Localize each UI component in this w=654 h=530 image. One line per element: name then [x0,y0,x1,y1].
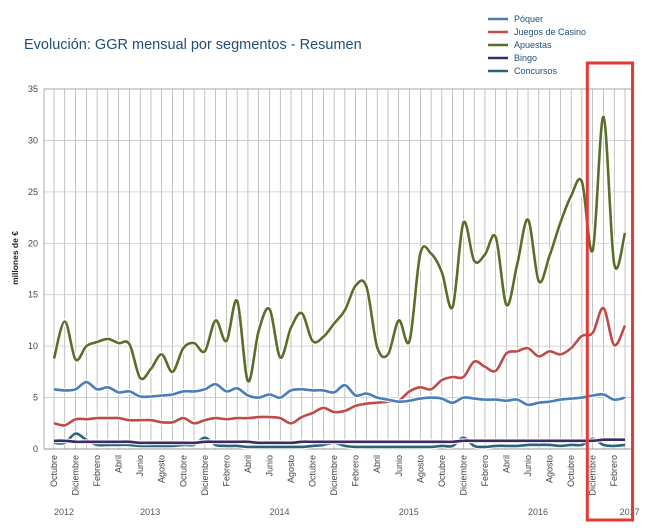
x-tick-label: Agosto [157,455,167,483]
highlight-box [585,61,635,522]
year-labels: 2012 2013 2014 2015 2016 2017 [54,507,640,517]
series-line-juegos-de-casino [53,306,627,427]
x-tick-label: Octubre [178,455,188,487]
x-tick-label: Agosto [415,455,425,483]
y-axis-label: millones de € [10,231,20,285]
series-halo [53,305,628,428]
x-tick-label: Abril [372,455,382,473]
legend: Póquer Juegos de Casino Apuestas Bingo Concu… [488,14,586,76]
x-tick-label: Abril [114,455,124,473]
x-tick-label: Diciembre [588,455,598,496]
x-tick-label: Junio [394,455,404,477]
legend-item-label: Póquer [514,14,543,24]
y-tick-label: 0 [33,444,38,454]
x-tick-label: Febrero [221,455,231,487]
x-tick-label: Diciembre [329,455,339,496]
chart-title: Evolución: GGR mensual por segmentos - R… [24,37,362,53]
x-tick-label: Junio [264,455,274,477]
x-tick-label: Febrero [480,455,490,487]
year-label: 2017 [620,507,640,517]
x-tick-label: Octubre [308,455,318,487]
year-label: 2013 [140,507,160,517]
x-tick-label: Octubre [49,455,59,487]
series-line-apuestas [52,115,627,383]
series-lines [51,114,628,450]
legend-item-label: Bingo [514,53,537,63]
x-tick-label: Abril [243,455,253,473]
x-tick-label: Junio [135,455,145,477]
year-label: 2012 [54,507,74,517]
year-label: 2014 [269,507,289,517]
y-tick-label: 15 [28,290,38,300]
series-line-p-quer [53,380,626,407]
x-tick-label: Abril [501,455,511,473]
series-halo [51,114,628,384]
year-label: 2015 [399,507,419,517]
y-tick-label: 10 [28,341,38,351]
x-tick-label: Diciembre [71,455,81,496]
x-tick-label: Diciembre [458,455,468,496]
y-tick-label: 35 [28,84,38,94]
x-tick-label: Agosto [286,455,296,483]
y-tick-label: 30 [28,135,38,145]
x-tick-label: Octubre [437,455,447,487]
y-tick-label: 25 [28,187,38,197]
y-tick-label: 20 [28,238,38,248]
legend-item-label: Juegos de Casino [514,27,586,37]
x-tick-label: Junio [523,455,533,477]
x-tick-label: Diciembre [200,455,210,496]
year-label: 2016 [528,507,548,517]
legend-item-label: Concursos [514,66,558,76]
x-tick-label: Febrero [609,455,619,487]
y-axis-ticks: 0 5 10 15 20 25 30 35 [28,84,38,454]
y-tick-label: 5 [33,393,38,403]
x-tick-label: Febrero [92,455,102,487]
x-tick-label: Agosto [545,455,555,483]
x-tick-label: Febrero [351,455,361,487]
x-tick-label: Octubre [566,455,576,487]
legend-item-label: Apuestas [514,40,552,50]
series-line-bingo [53,438,625,445]
x-axis-ticks: Octubre Diciembre Febrero Abril Junio Agosto O… [49,455,619,496]
